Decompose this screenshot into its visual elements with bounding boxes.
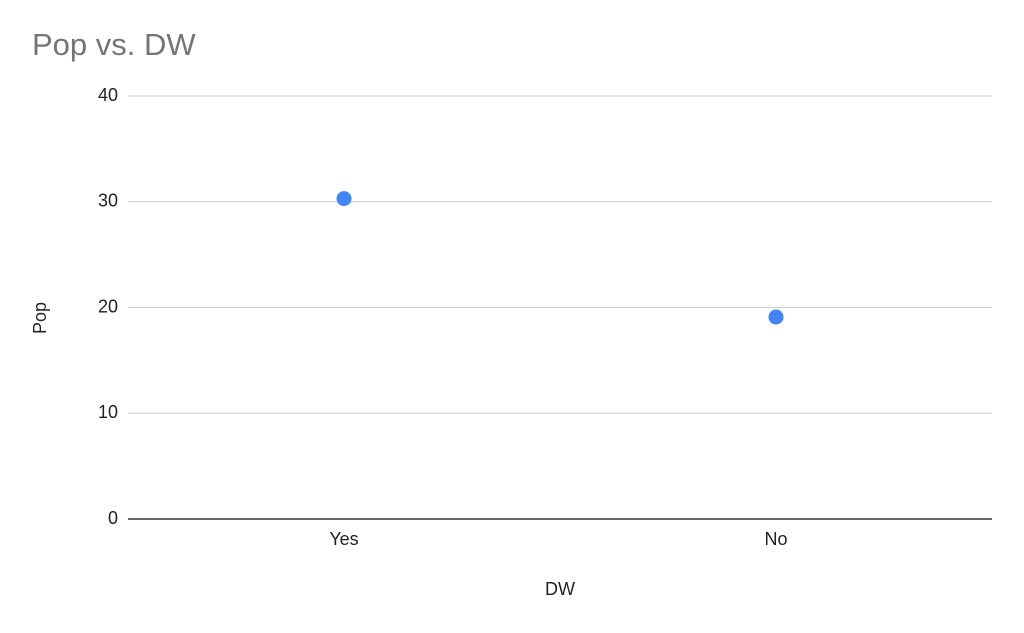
y-tick-label: 40 <box>98 85 118 105</box>
y-tick-label: 30 <box>98 191 118 211</box>
y-axis-label: Pop <box>30 302 50 334</box>
point <box>336 191 352 207</box>
chart-title: Pop vs. DW <box>32 27 196 62</box>
x-tick-label: Yes <box>329 529 358 549</box>
y-tick-label: 0 <box>108 508 118 528</box>
y-tick-label: 10 <box>98 402 118 422</box>
y-tick-label: 20 <box>98 296 118 316</box>
point <box>768 309 784 325</box>
x-tick-label: No <box>764 529 787 549</box>
x-axis-label: DW <box>545 579 575 599</box>
